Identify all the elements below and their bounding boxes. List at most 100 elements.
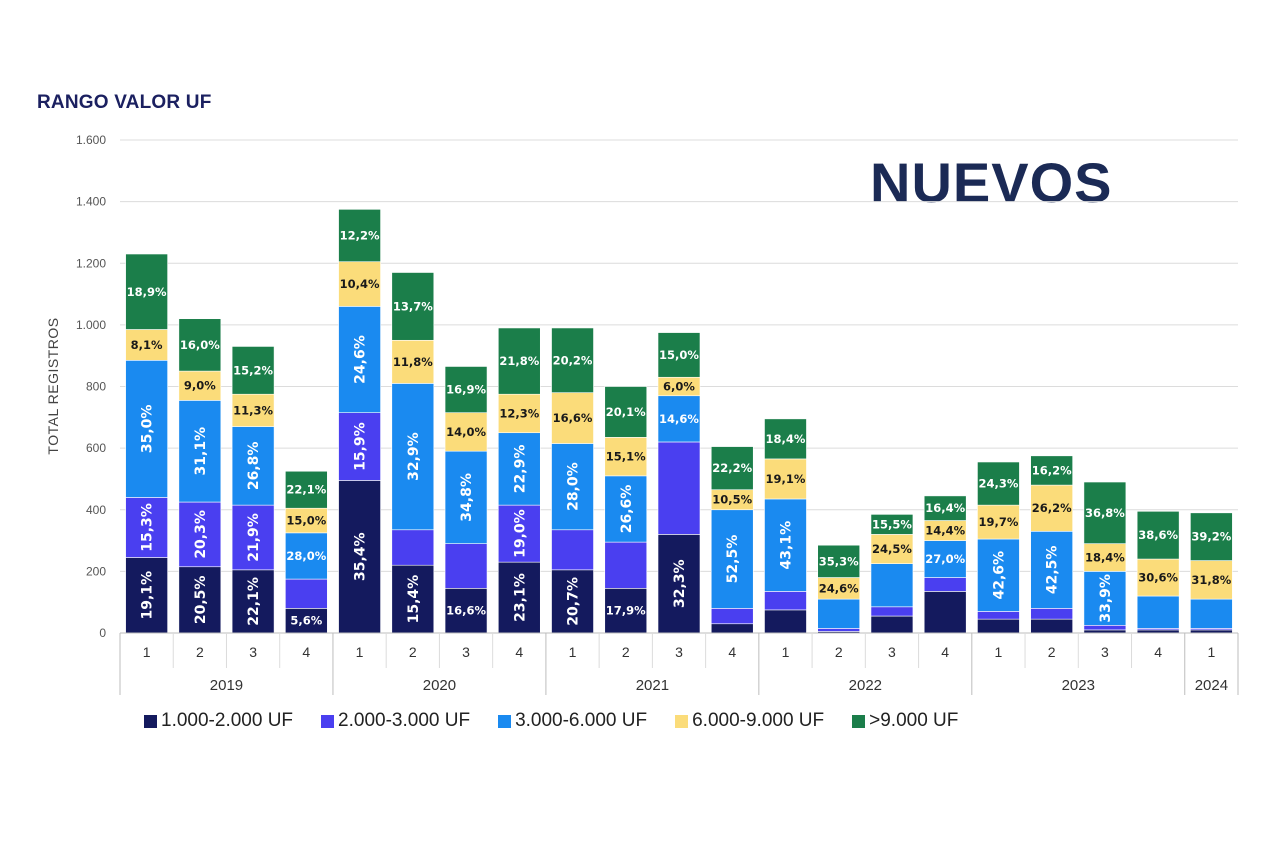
data-label: 18,4% (766, 432, 806, 446)
data-label: 10,4% (340, 277, 380, 291)
bar-segment (977, 538, 1020, 612)
bar-stack: 5,6% 28,0% 15,0% 22,1% (285, 470, 328, 634)
data-label: 20,2% (553, 353, 593, 367)
bar-segment (710, 509, 754, 609)
y-tick-label: 200 (86, 564, 106, 578)
data-label: 22,2% (712, 461, 752, 475)
bars: 19,1% 15,3% 35,0% 8,1% 18,9% 20,5% 20,3% 31,1% 9… (125, 209, 1233, 634)
bar-stack: 20,5% 20,3% 31,1% 9,0% 16,0% (178, 318, 222, 634)
x-tick-label: 1 (782, 644, 790, 660)
data-label: 6,0% (663, 380, 695, 394)
bar-segment (604, 475, 648, 543)
bar-segment (178, 501, 222, 568)
bar-segment (551, 327, 594, 393)
legend-swatch (321, 714, 335, 728)
bar-segment (231, 504, 275, 571)
y-tick-label: 1.400 (76, 195, 106, 209)
bar-segment (1190, 512, 1233, 561)
bar-stack: 15,4% 32,9% 11,8% 13,7% (391, 272, 435, 634)
data-label: 12,2% (340, 229, 380, 243)
bar-stack: 42,6% 19,7% 24,3% (977, 461, 1020, 634)
bar-segment (1030, 455, 1073, 486)
bar-stack: 20,7% 28,0% 16,6% 20,2% (551, 327, 594, 634)
data-label: 23,1% (512, 573, 528, 622)
data-label: 31,1% (193, 427, 209, 476)
data-label: 32,9% (406, 432, 422, 481)
year-group-label: 2023 (1062, 677, 1095, 694)
data-label: 15,5% (872, 517, 912, 531)
data-label: 22,1% (246, 577, 262, 626)
bar-segment (285, 507, 328, 534)
data-label: 22,9% (512, 445, 528, 494)
data-label: 33,9% (1098, 574, 1114, 623)
bar-segment (764, 609, 807, 634)
x-tick-label: 2 (409, 644, 417, 660)
bar-segment (657, 441, 701, 535)
data-label: 19,1% (766, 472, 806, 486)
bar-segment (497, 393, 541, 434)
data-label: 20,5% (193, 576, 209, 625)
data-label: 21,8% (499, 354, 539, 368)
y-tick-label: 800 (86, 380, 106, 394)
data-label: 16,6% (446, 604, 486, 618)
y-tick-label: 400 (86, 503, 106, 517)
bar-segment (178, 370, 222, 401)
data-label: 18,4% (1085, 551, 1125, 565)
bar-segment (391, 529, 435, 566)
bar-stack: 24,5% 15,5% (870, 514, 914, 634)
data-label: 34,8% (459, 473, 475, 522)
bar-segment (444, 450, 488, 544)
data-label: 15,2% (233, 363, 273, 377)
data-label: 15,4% (406, 575, 422, 624)
headline-nuevos: NUEVOS (870, 151, 1113, 214)
bar-segment (817, 628, 861, 632)
bar-segment (977, 611, 1020, 620)
legend-label: >9.000 UF (869, 710, 959, 731)
bar-segment (231, 346, 275, 395)
data-label: 19,1% (140, 571, 156, 620)
data-label: 43,1% (778, 521, 794, 570)
y-tick-label: 1.000 (76, 318, 106, 332)
bar-segment (923, 540, 967, 578)
data-label: 10,5% (712, 493, 752, 507)
bar-segment (870, 563, 914, 608)
data-label: 15,9% (353, 422, 369, 471)
bar-segment (231, 426, 275, 506)
data-label: 19,0% (512, 509, 528, 558)
bar-segment (285, 470, 328, 509)
bar-segment (178, 400, 222, 503)
bar-segment (285, 578, 328, 609)
data-label: 11,3% (233, 403, 273, 417)
data-label: 18,9% (127, 285, 167, 299)
data-label: 17,9% (606, 604, 646, 618)
y-tick-label: 1.600 (76, 133, 106, 147)
bar-segment (764, 498, 807, 592)
bar-segment (125, 557, 168, 634)
data-label: 26,2% (1032, 501, 1072, 515)
bar-segment (923, 577, 967, 592)
bar-segment (1190, 560, 1233, 600)
data-label: 28,0% (286, 549, 326, 563)
bar-segment (977, 618, 1020, 634)
bar-segment (444, 588, 488, 634)
x-tick-label: 4 (941, 644, 949, 660)
data-label: 24,6% (353, 335, 369, 384)
bar-segment (551, 569, 594, 634)
bar-stack: 43,1% 19,1% 18,4% (764, 418, 807, 634)
data-label: 38,6% (1138, 528, 1178, 542)
year-group-label: 2024 (1195, 677, 1228, 694)
bar-segment (817, 544, 861, 578)
bar-stack: 24,6% 35,3% (817, 544, 861, 634)
x-tick-label: 2 (196, 644, 204, 660)
bar-stack: 33,9% 18,4% 36,8% (1083, 481, 1127, 634)
data-label: 24,5% (872, 542, 912, 556)
year-group-label: 2022 (849, 677, 882, 694)
bar-segment (231, 569, 275, 634)
data-label: 28,0% (566, 462, 582, 511)
bar-stack: 31,8% 39,2% (1190, 512, 1233, 634)
bar-segment (551, 443, 594, 531)
x-tick-label: 2 (622, 644, 630, 660)
data-label: 15,0% (659, 348, 699, 362)
data-label: 5,6% (290, 614, 322, 628)
data-label: 11,8% (393, 355, 433, 369)
